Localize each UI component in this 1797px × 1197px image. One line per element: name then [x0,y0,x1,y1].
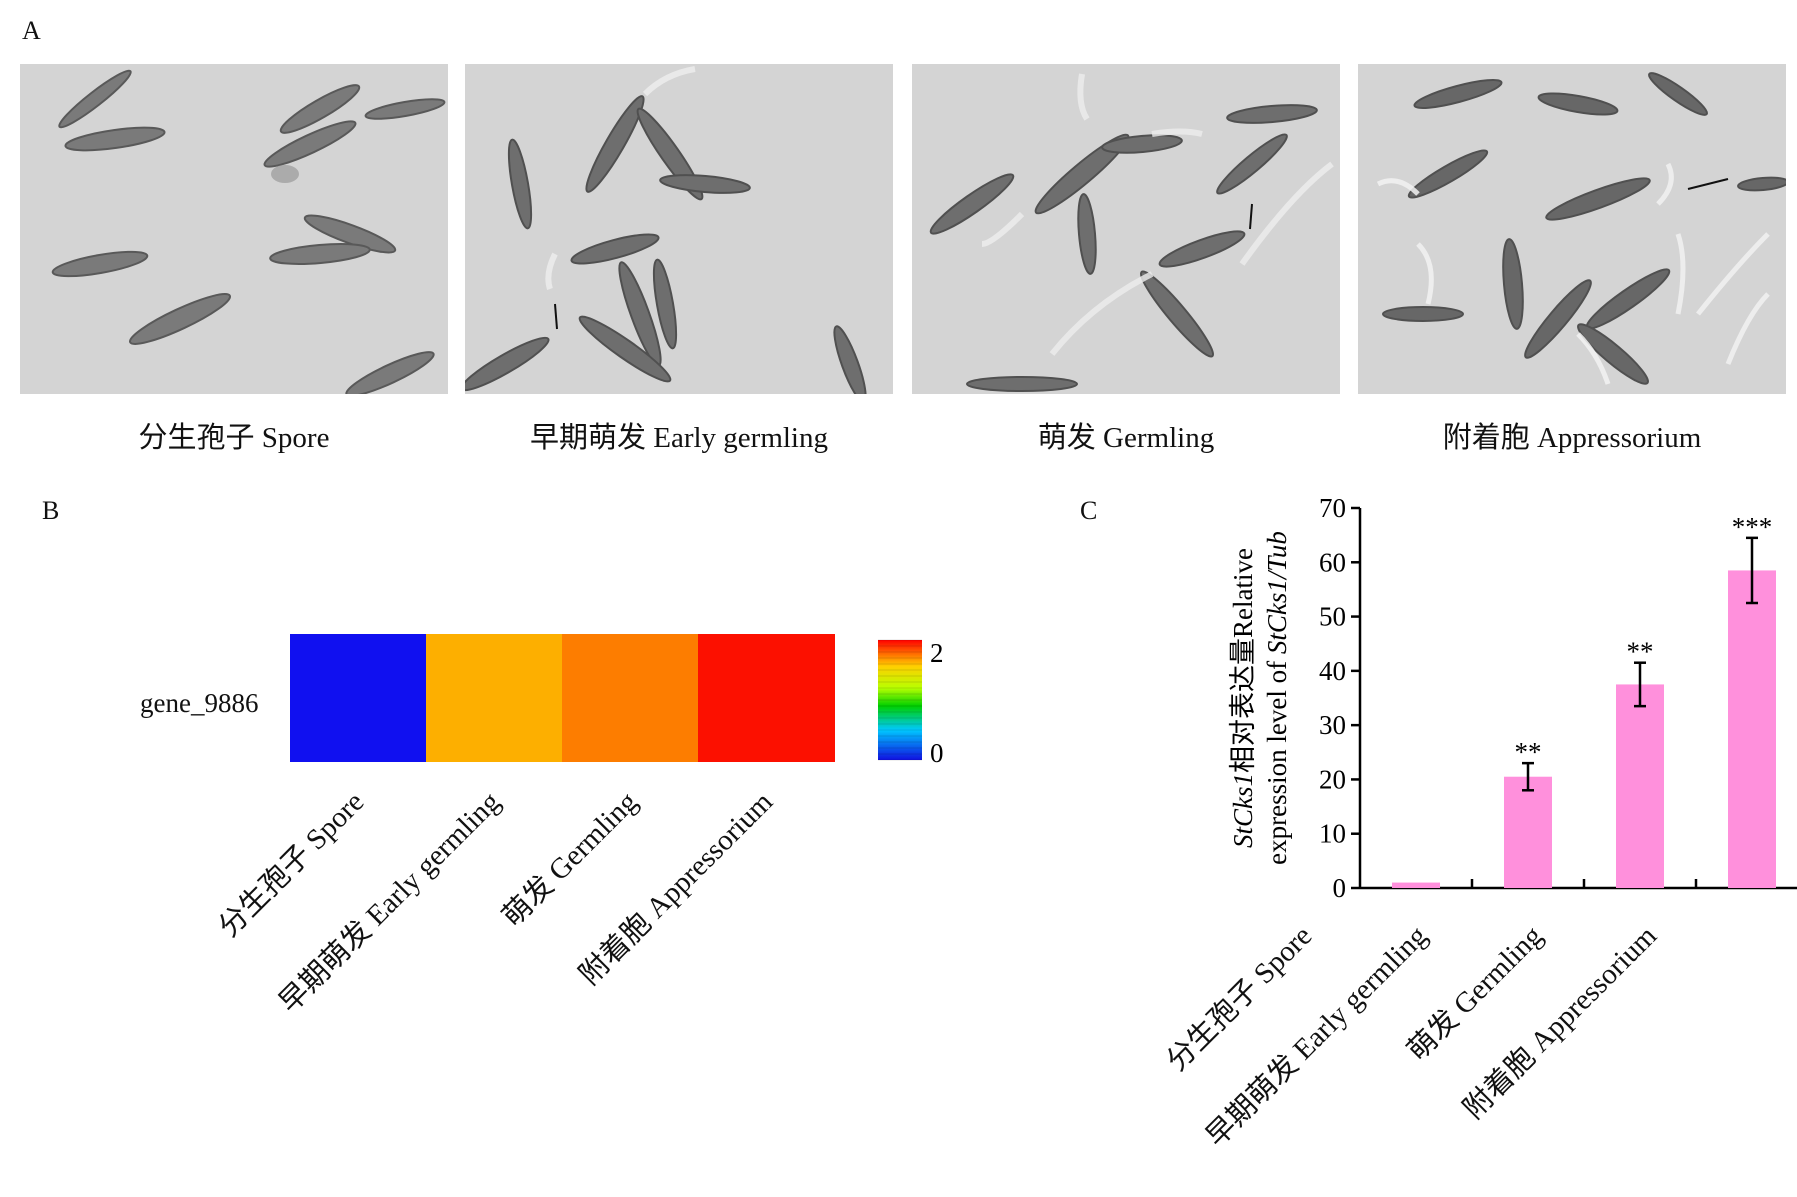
caption-appressorium: 附着胞 Appressorium [1442,422,1702,454]
heatmap-colorbar: 20 [878,638,944,768]
error-bar [1746,536,1758,605]
error-bar [1522,761,1534,792]
micrograph-spore [20,64,448,394]
heatmap-column-label: 早期萌发 Early germling [273,785,507,1020]
significance-marker: ** [1515,737,1542,767]
gene-label: gene_9886 [140,688,259,718]
heatmap-cell [290,634,427,762]
bar [1728,570,1776,888]
colorbar-min-label: 0 [930,738,944,768]
bar [1504,776,1552,888]
bar [1616,684,1664,888]
significance-marker: ** [1627,637,1654,667]
y-tick-label: 60 [1319,547,1346,577]
colorbar-max-label: 2 [930,638,944,668]
heatmap [290,634,835,762]
caption-early-germling: 早期萌发 Early germling [529,422,828,454]
micrograph-appressorium [1358,64,1786,394]
panel-b-label: B [42,496,60,525]
panel-a-label: A [22,16,41,45]
bar-chart: 010203040506070*******StCks1相对表达量Relativ… [1228,493,1797,903]
heatmap-cell [698,634,835,762]
y-tick-label: 50 [1319,602,1346,632]
y-tick-label: 10 [1319,819,1346,849]
caption-spore: 分生孢子 Spore [138,422,330,454]
y-tick-label: 70 [1319,493,1346,523]
colorbar-gradient [878,640,922,760]
panel-c-label: C [1080,496,1098,525]
y-tick-label: 20 [1319,764,1346,794]
significance-marker: *** [1732,512,1773,542]
bar [1392,882,1440,888]
micrograph-early-germling [465,64,893,394]
heatmap-cell [426,634,563,762]
error-bar [1634,661,1646,708]
x-tick-label: 附着胞 Appressorium [1457,919,1664,1126]
micrograph-germling [912,64,1340,394]
heatmap-cell [562,634,699,762]
y-tick-label: 0 [1333,873,1347,903]
y-tick-label: 40 [1319,656,1346,686]
caption-germling: 萌发 Germling [1037,422,1215,454]
y-axis-label: StCks1相对表达量Relative expression level of S… [1228,531,1292,865]
y-tick-label: 30 [1319,710,1346,740]
